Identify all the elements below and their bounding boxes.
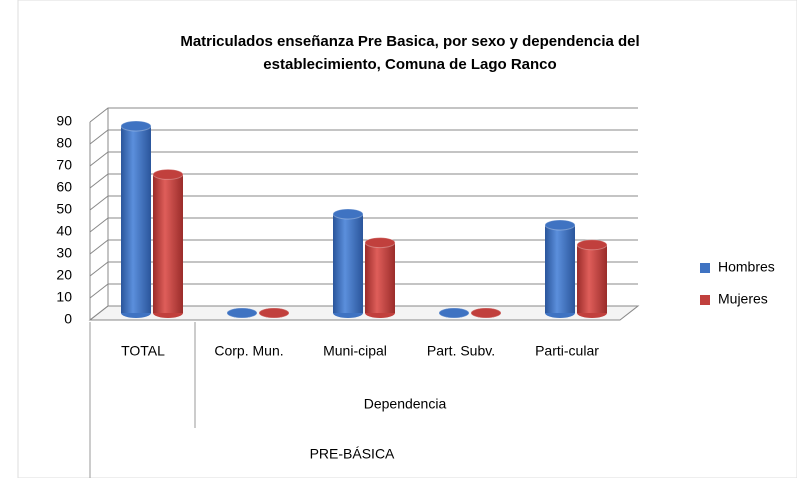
y-tick-label: 50 bbox=[56, 201, 72, 217]
grid-line bbox=[89, 305, 638, 321]
y-tick-label: 40 bbox=[56, 223, 72, 239]
group-label: PRE-BÁSICA bbox=[310, 446, 395, 462]
bar bbox=[365, 242, 395, 313]
bar-top bbox=[332, 208, 364, 220]
bar bbox=[121, 126, 151, 313]
bar-top bbox=[364, 237, 396, 249]
bar-top bbox=[576, 239, 608, 251]
y-tick-label: 70 bbox=[56, 157, 72, 173]
y-tick-label: 0 bbox=[64, 311, 72, 327]
grid-line bbox=[89, 195, 638, 211]
bar-top bbox=[470, 307, 502, 319]
grid-line bbox=[89, 283, 638, 299]
bar-top bbox=[120, 120, 152, 132]
grid-line bbox=[89, 261, 638, 277]
y-tick-label: 90 bbox=[56, 113, 72, 129]
bar-top bbox=[258, 307, 290, 319]
grid-line bbox=[89, 239, 638, 255]
bar bbox=[333, 214, 363, 313]
bar bbox=[545, 225, 575, 313]
y-tick-label: 20 bbox=[56, 267, 72, 283]
bar bbox=[577, 244, 607, 313]
grid-line bbox=[89, 107, 638, 123]
legend-label: Mujeres bbox=[718, 291, 768, 307]
x-tick-label: Parti-cular bbox=[535, 343, 599, 359]
legend-label: Hombres bbox=[718, 259, 775, 275]
legend-swatch bbox=[700, 295, 710, 305]
bar bbox=[153, 174, 183, 313]
y-tick-label: 80 bbox=[56, 135, 72, 151]
y-tick-label: 10 bbox=[56, 289, 72, 305]
y-tick-label: 60 bbox=[56, 179, 72, 195]
group-label: Dependencia bbox=[364, 396, 447, 412]
chart-title: establecimiento, Comuna de Lago Ranco bbox=[263, 56, 556, 73]
x-tick-label: Muni-cipal bbox=[323, 343, 387, 359]
chart-border bbox=[17, 0, 797, 478]
x-tick-label: Part. Subv. bbox=[427, 343, 495, 359]
grid-line bbox=[89, 173, 638, 189]
grid-line bbox=[89, 129, 638, 145]
grid-line bbox=[89, 217, 638, 233]
bar-top bbox=[438, 307, 470, 319]
bar-top bbox=[226, 307, 258, 319]
y-tick-label: 30 bbox=[56, 245, 72, 261]
x-tick-label: TOTAL bbox=[121, 343, 165, 359]
grid-line bbox=[89, 151, 638, 167]
legend-swatch bbox=[700, 263, 710, 273]
bar-top bbox=[152, 168, 184, 180]
x-tick-label: Corp. Mun. bbox=[214, 343, 283, 359]
chart-title: Matriculados enseñanza Pre Basica, por s… bbox=[180, 33, 639, 50]
bar-top bbox=[544, 219, 576, 231]
